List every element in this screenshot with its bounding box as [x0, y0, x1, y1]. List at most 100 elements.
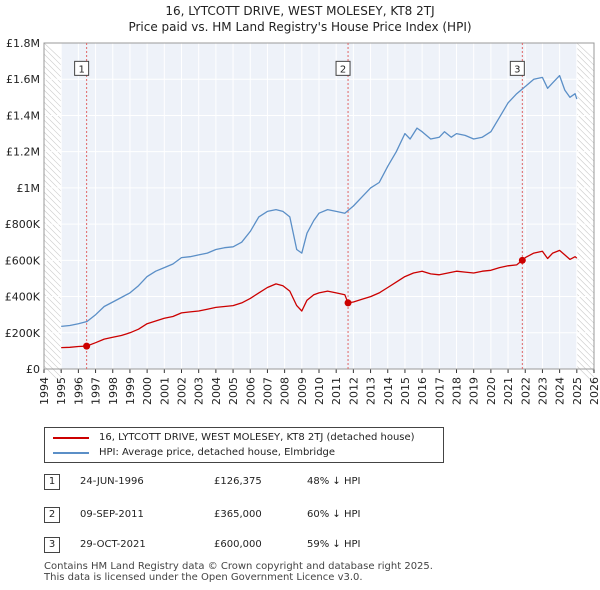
shaded-range	[576, 43, 594, 369]
hatch-line	[576, 131, 595, 150]
sale-number-badge: 3	[44, 537, 60, 553]
x-tick-label: 2002	[176, 377, 189, 405]
hatch-line	[576, 65, 595, 84]
sale-hpi-diff: 59% ↓ HPI	[307, 539, 361, 550]
hatch-line	[576, 77, 595, 96]
y-tick-label: £200K	[5, 327, 41, 340]
sale-number-badge: 2	[44, 507, 60, 523]
sale-hpi-diff: 48% ↓ HPI	[307, 476, 361, 487]
hatch-line	[43, 179, 62, 198]
hatch-line	[576, 341, 595, 360]
hatch-line	[576, 149, 595, 168]
hatch-line	[576, 101, 595, 120]
x-tick-label: 2009	[296, 377, 309, 405]
hatch-line	[43, 299, 62, 318]
hatch-line	[576, 107, 595, 126]
hatch-line	[576, 95, 595, 114]
hatch-line	[576, 347, 595, 366]
hatch-line	[576, 275, 595, 294]
hatch-line	[43, 125, 62, 144]
hatch-line	[43, 269, 62, 288]
sale-marker-label: 3	[514, 64, 520, 75]
sale-marker-box	[74, 60, 90, 76]
hatch-line	[43, 155, 62, 174]
x-tick-label: 2012	[347, 377, 360, 405]
hatch-line	[43, 233, 62, 252]
hatch-line	[43, 275, 62, 294]
sale-price: £126,375	[214, 476, 262, 487]
hatch-line	[576, 89, 595, 108]
sale-price: £600,000	[214, 539, 262, 550]
hatch-line	[43, 149, 62, 168]
hatch-line	[43, 305, 62, 324]
y-tick-label: £1.8M	[6, 37, 40, 50]
chart-subtitle: Price paid vs. HM Land Registry's House …	[128, 20, 472, 34]
x-tick-label: 2001	[158, 377, 171, 405]
hatch-line	[576, 203, 595, 222]
x-tick-label: 2019	[468, 377, 481, 405]
hatch-line	[576, 53, 595, 72]
x-tick-label: 1996	[72, 377, 85, 405]
hatch-line	[43, 203, 62, 222]
hatch-line	[43, 101, 62, 120]
hatch-line	[43, 227, 62, 246]
hatch-line	[576, 221, 595, 240]
legend-label-property: 16, LYTCOTT DRIVE, WEST MOLESEY, KT8 2TJ…	[99, 432, 415, 443]
y-tick-label: £800K	[5, 218, 41, 231]
sale-number-badge: 1	[44, 474, 60, 490]
hatch-line	[43, 221, 62, 240]
footer: Contains HM Land Registry data © Crown c…	[44, 561, 433, 583]
sale-price: £365,000	[214, 509, 262, 520]
x-tick-label: 1995	[55, 377, 68, 405]
hatch-line	[43, 335, 62, 354]
hatch-line	[43, 167, 62, 186]
hatch-line	[43, 161, 62, 180]
hatch-line	[576, 71, 595, 90]
x-tick-label: 2000	[141, 377, 154, 405]
x-tick-label: 2020	[485, 377, 498, 405]
legend-swatch-property	[53, 437, 89, 439]
hatch-line	[43, 311, 62, 330]
hatch-line	[576, 143, 595, 162]
x-tick-label: 2025	[571, 377, 584, 405]
hatch-line	[576, 239, 595, 258]
legend-swatch-hpi	[53, 452, 89, 454]
hatch-line	[576, 125, 595, 144]
sale-point	[83, 342, 91, 350]
hatch-line	[43, 83, 62, 102]
hatch-line	[43, 131, 62, 150]
x-tick-label: 2016	[416, 377, 429, 405]
hatch-line	[576, 83, 595, 102]
sale-hpi-diff: 60% ↓ HPI	[307, 509, 361, 520]
x-tick-label: 1999	[124, 377, 137, 405]
hatch-line	[43, 113, 62, 132]
hatch-line	[576, 227, 595, 246]
x-tick-label: 2006	[244, 377, 257, 405]
sale-marker-box	[335, 60, 351, 76]
hatch-line	[576, 257, 595, 276]
hatch-line	[576, 47, 595, 66]
hatch-line	[576, 155, 595, 174]
hatch-line	[43, 263, 62, 282]
series-line	[61, 249, 578, 349]
x-tick-label: 2018	[451, 377, 464, 405]
hatch-line	[576, 263, 595, 282]
y-tick-label: £400K	[5, 291, 41, 304]
hatch-line	[576, 59, 595, 78]
x-tick-label: 2024	[554, 377, 567, 405]
x-tick-label: 1998	[107, 377, 120, 405]
price-chart: £0 £200K £400K £600K £800K £1M £1.2M £1.4M £1.6M…	[5, 37, 600, 405]
hatch-line	[576, 185, 595, 204]
sale-marker-label: 2	[340, 64, 346, 75]
sale-row: 3 29-OCT-2021 £600,000 59% ↓ HPI	[44, 537, 464, 553]
hatch-line	[576, 137, 595, 156]
x-tick-label: 2026	[588, 377, 600, 405]
hatch-line	[43, 107, 62, 126]
hatch-line	[43, 119, 62, 138]
hatch-line	[43, 257, 62, 276]
hatch-line	[43, 197, 62, 216]
hatch-line	[43, 341, 62, 360]
hatch-line	[43, 353, 62, 372]
y-tick-label: £600K	[5, 254, 41, 267]
sale-point	[344, 299, 352, 307]
